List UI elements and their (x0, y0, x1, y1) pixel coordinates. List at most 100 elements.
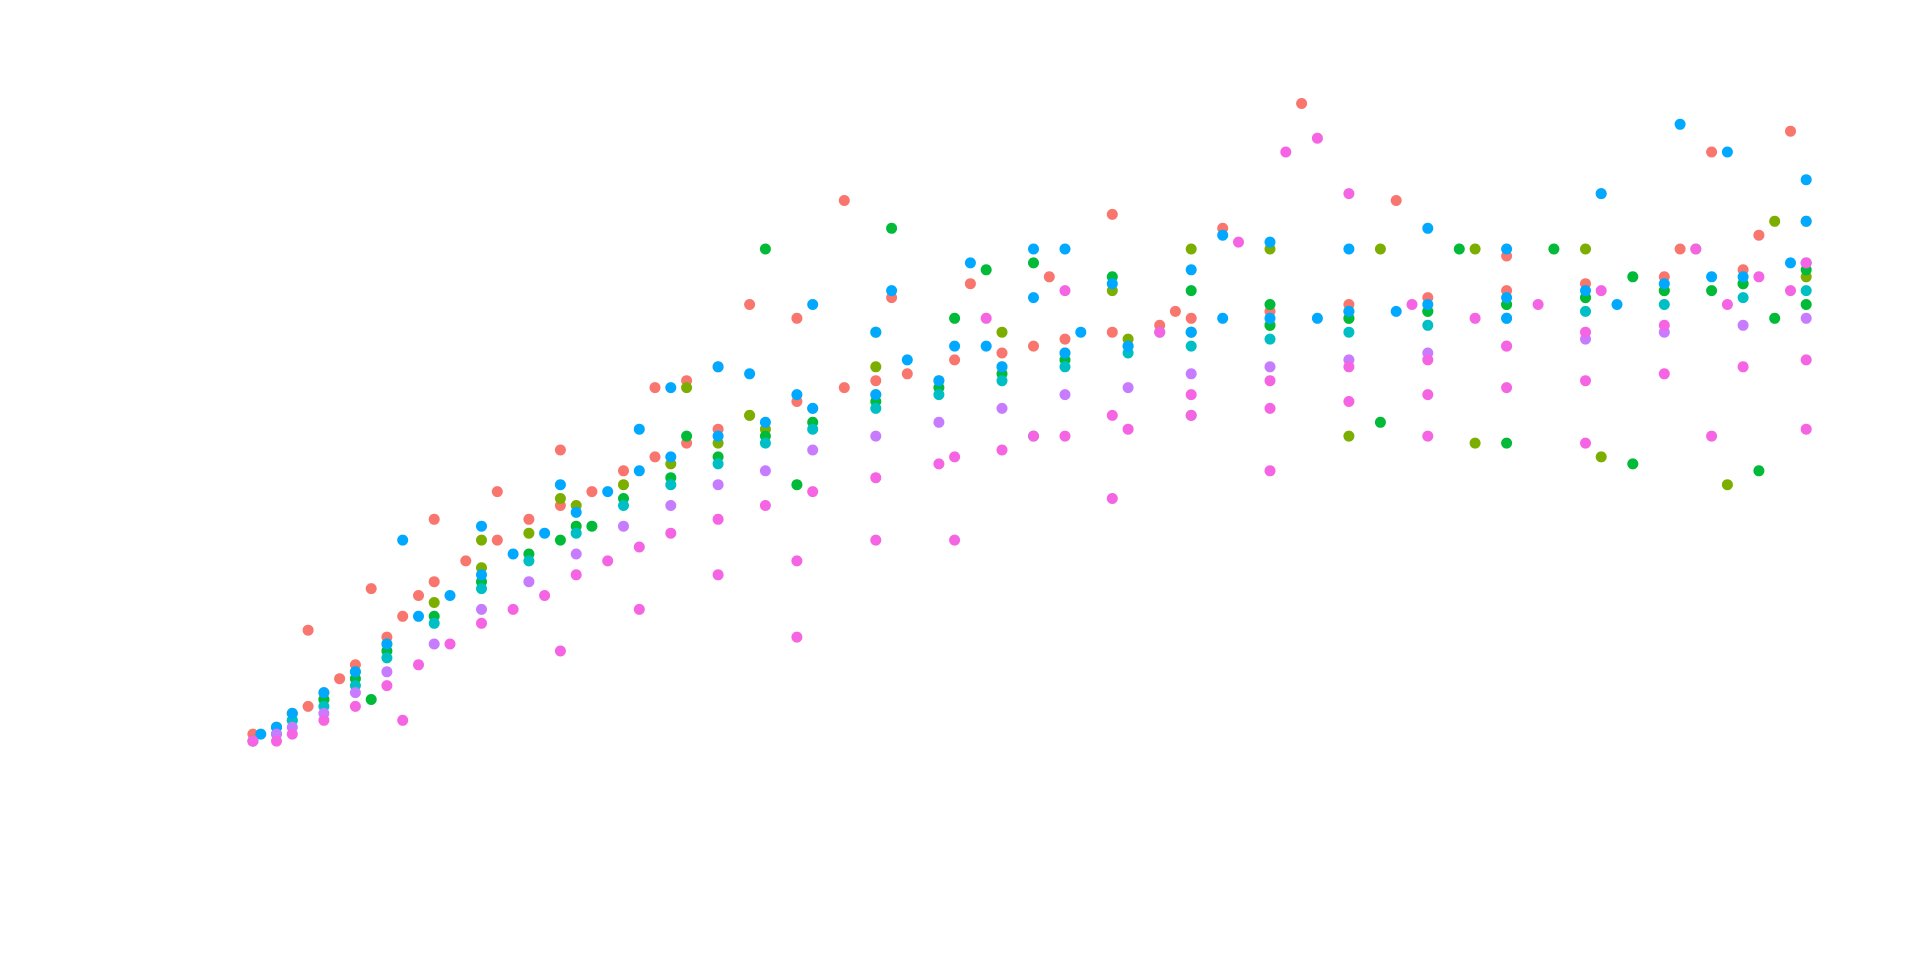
point-s4-52 (886, 285, 898, 297)
point-s6-55 (1311, 132, 1323, 144)
point-s6-53 (1233, 236, 1244, 248)
point-s0-27 (1028, 340, 1039, 352)
point-s6-35 (712, 569, 724, 581)
point-s0-43 (491, 486, 503, 498)
point-s0-63 (1785, 125, 1796, 137)
point-s6-68 (1422, 430, 1434, 442)
point-s6-12 (602, 555, 614, 567)
point-s4-17 (759, 416, 771, 428)
point-s2-34 (949, 312, 961, 324)
point-s0-26 (996, 347, 1008, 359)
point-s6-70 (1706, 430, 1718, 442)
point-s2-29 (365, 694, 377, 705)
point-s4-20 (933, 375, 945, 387)
point-s4-48 (1611, 299, 1623, 310)
point-s6-69 (1580, 437, 1591, 449)
point-s3-12 (712, 458, 724, 470)
point-s4-68 (870, 326, 882, 338)
series-3 (247, 285, 1812, 747)
point-s5-14 (807, 444, 819, 456)
point-s4-44 (1217, 312, 1229, 324)
point-s1-45 (1469, 437, 1481, 449)
point-s4-8 (444, 590, 456, 601)
point-s3-17 (996, 375, 1008, 387)
point-s2-47 (791, 479, 803, 491)
point-s1-31 (681, 382, 693, 394)
point-s6-65 (949, 534, 961, 546)
point-s6-66 (1106, 493, 1118, 504)
point-s0-9 (413, 590, 424, 601)
point-s6-28 (1580, 375, 1591, 387)
point-s5-20 (1185, 368, 1197, 380)
point-s6-26 (1422, 389, 1434, 401)
point-s2-50 (1374, 416, 1386, 428)
point-s6-11 (570, 569, 582, 581)
point-s5-7 (476, 603, 487, 615)
point-s6-50 (980, 312, 992, 324)
point-s3-13 (759, 437, 771, 449)
point-s1-29 (476, 534, 487, 546)
point-s4-53 (964, 257, 976, 269)
point-s4-60 (1501, 243, 1513, 255)
point-s4-18 (807, 402, 819, 414)
point-s5-18 (1059, 389, 1071, 401)
point-s3-8 (523, 555, 535, 567)
point-s4-62 (1674, 118, 1686, 130)
point-s3-20 (1185, 340, 1197, 352)
point-s6-29 (1658, 368, 1670, 380)
point-s6-16 (759, 500, 771, 511)
point-s6-36 (791, 555, 803, 567)
point-s4-58 (1343, 243, 1355, 255)
point-s0-15 (586, 486, 598, 498)
point-s4-6 (381, 638, 393, 650)
point-s1-8 (523, 527, 535, 539)
point-s1-10 (618, 479, 629, 491)
point-s6-18 (870, 472, 882, 484)
point-s6-0 (247, 735, 259, 747)
point-s4-12 (570, 506, 582, 518)
point-s4-55 (1106, 278, 1118, 290)
point-s2-41 (1548, 243, 1560, 255)
point-s0-29 (1106, 326, 1118, 338)
point-s2-44 (1769, 312, 1781, 324)
point-s0-54 (1106, 208, 1118, 220)
point-s0-22 (838, 382, 850, 394)
point-s4-19 (870, 389, 882, 401)
point-s3-28 (1800, 285, 1812, 297)
point-s6-39 (1028, 430, 1039, 442)
point-s6-54 (1280, 146, 1292, 158)
point-s0-25 (949, 354, 961, 366)
point-s0-50 (838, 195, 850, 206)
point-s4-16 (712, 430, 724, 442)
point-s0-16 (618, 465, 629, 477)
point-s3-10 (618, 500, 629, 511)
point-s4-1 (255, 728, 267, 740)
point-s2-32 (759, 243, 771, 255)
point-s3-7 (476, 583, 487, 595)
point-s4-66 (949, 340, 961, 352)
point-s2-42 (1627, 271, 1639, 283)
point-s4-45 (1311, 312, 1323, 324)
point-s6-64 (791, 631, 803, 643)
point-s4-54 (1028, 243, 1039, 255)
point-s1-36 (1185, 243, 1197, 255)
point-s0-31 (1185, 312, 1197, 324)
point-s4-25 (1264, 312, 1276, 324)
point-s0-23 (870, 375, 882, 387)
point-s6-34 (633, 603, 645, 615)
point-s5-9 (570, 548, 582, 560)
point-s4-70 (1059, 243, 1071, 255)
point-s0-41 (365, 583, 377, 595)
point-s0-55 (1169, 305, 1181, 317)
point-s6-6 (413, 659, 424, 671)
point-s4-34 (476, 520, 487, 532)
point-s2-35 (1028, 257, 1039, 269)
point-s4-42 (1075, 326, 1087, 338)
point-s0-8 (397, 610, 409, 622)
point-s4-61 (1595, 188, 1607, 200)
point-s4-37 (665, 382, 677, 394)
point-s0-45 (649, 382, 661, 394)
point-s3-18 (1059, 361, 1071, 373)
point-s2-37 (1185, 285, 1197, 297)
